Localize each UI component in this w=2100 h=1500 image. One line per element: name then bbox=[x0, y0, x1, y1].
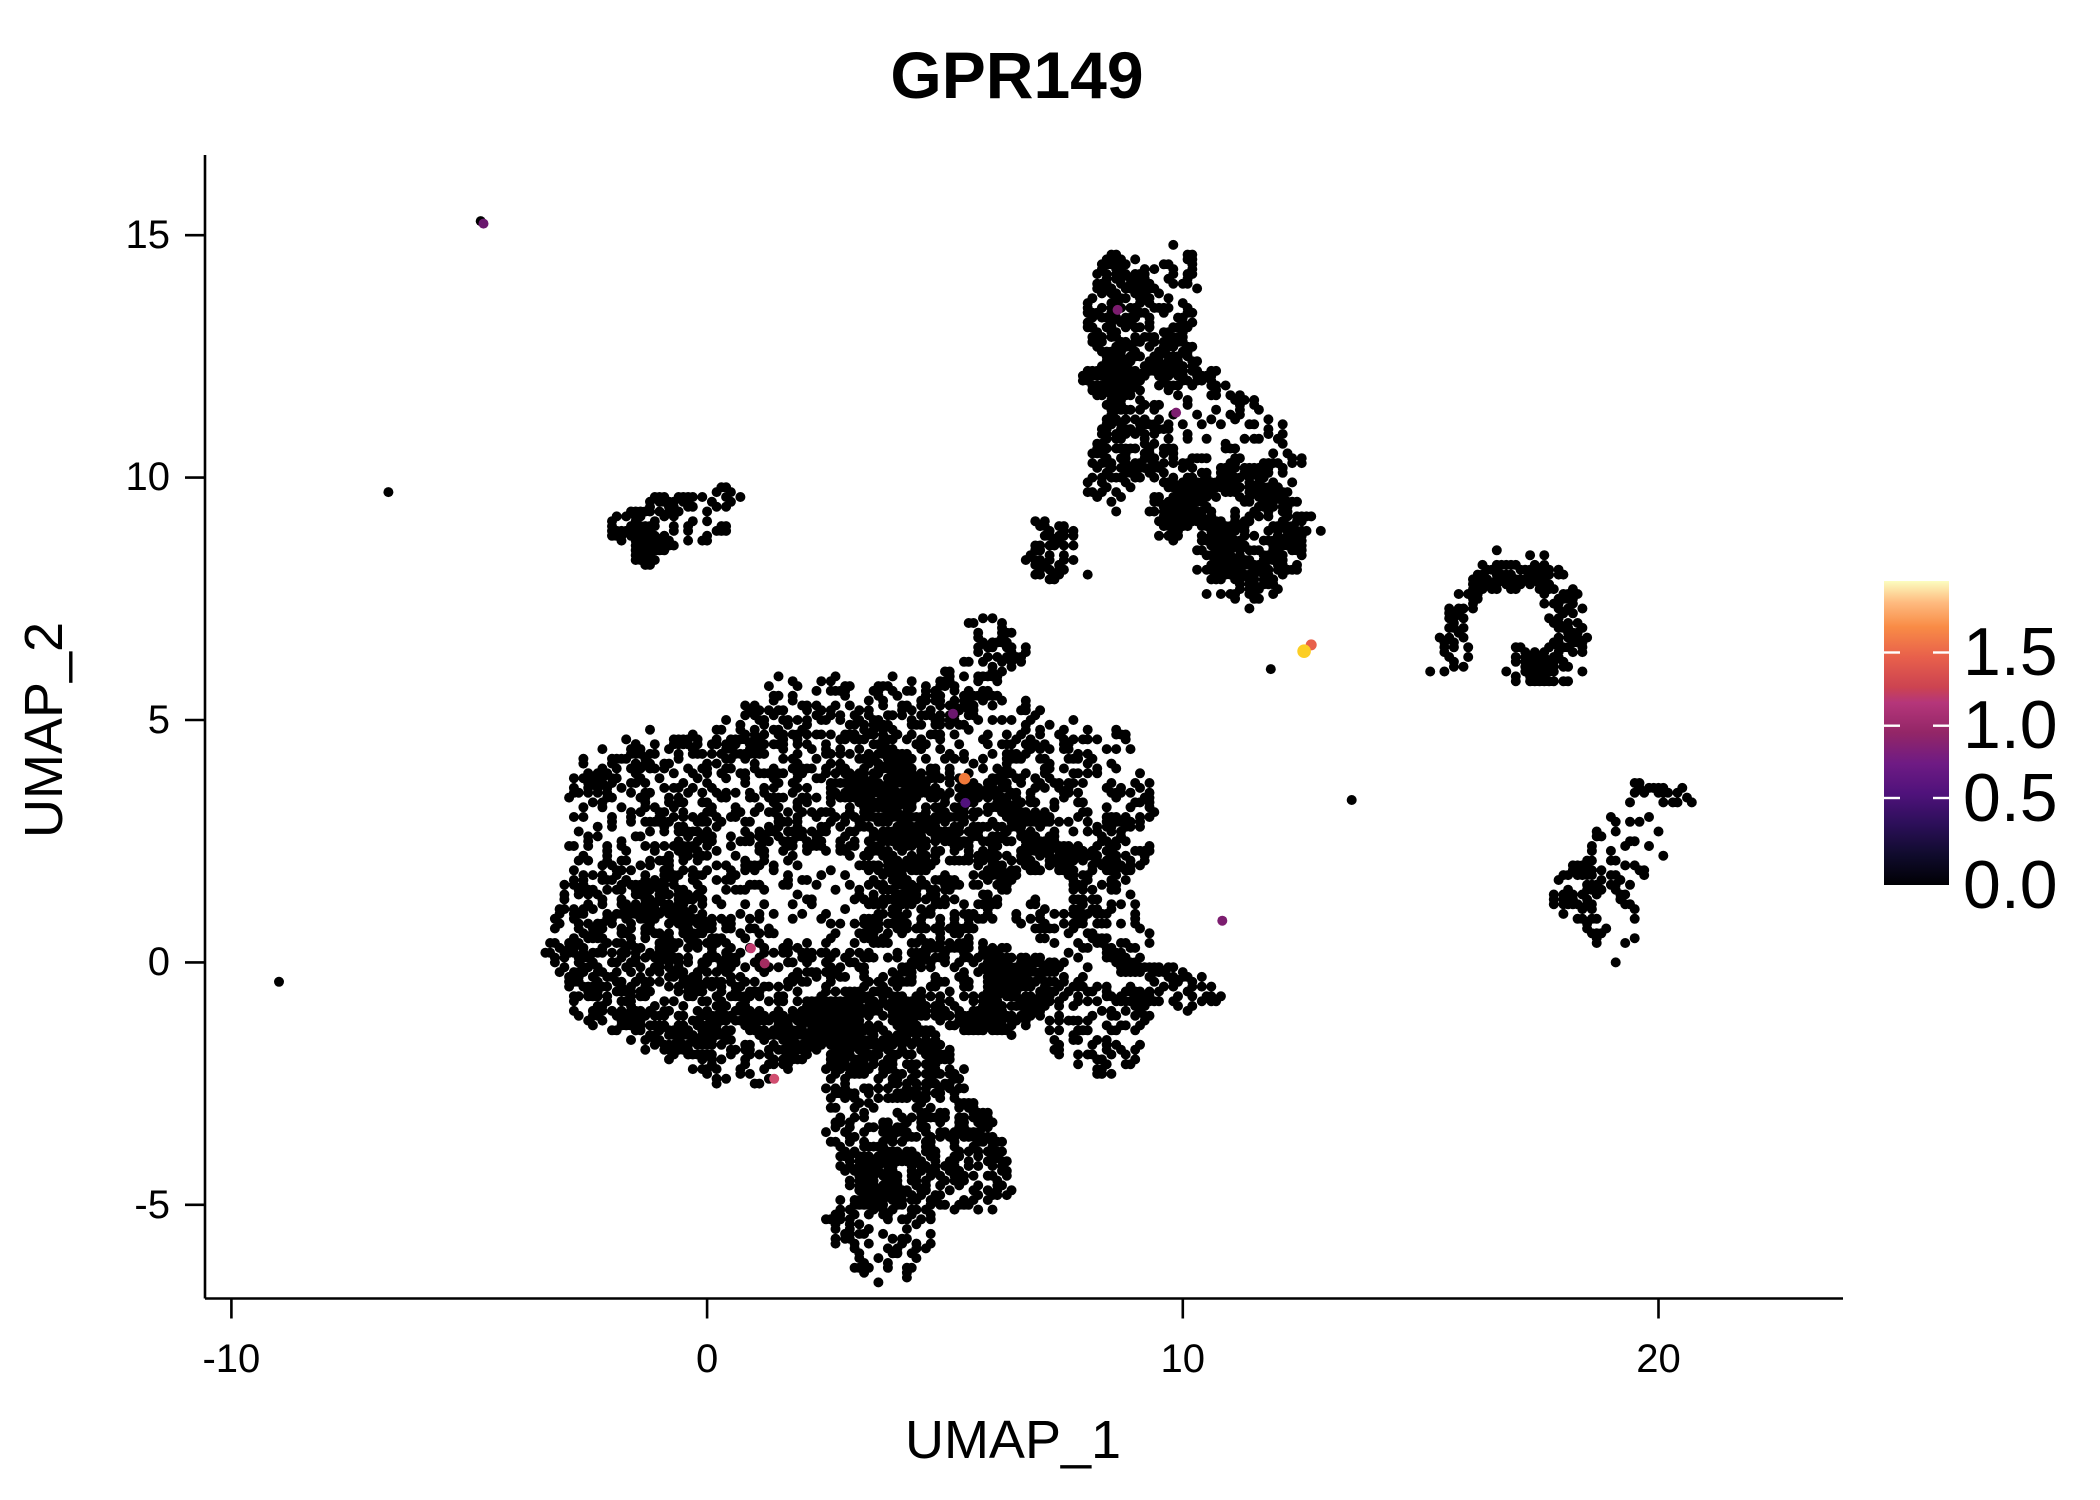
svg-text:-5: -5 bbox=[134, 1183, 170, 1227]
svg-text:15: 15 bbox=[126, 213, 171, 257]
svg-text:UMAP_1: UMAP_1 bbox=[905, 1410, 1121, 1470]
svg-text:1.0: 1.0 bbox=[1963, 687, 2058, 763]
svg-text:0: 0 bbox=[696, 1337, 718, 1381]
svg-text:5: 5 bbox=[148, 698, 170, 742]
svg-text:0: 0 bbox=[148, 940, 170, 984]
svg-text:20: 20 bbox=[1636, 1337, 1681, 1381]
svg-text:0.5: 0.5 bbox=[1963, 760, 2058, 836]
svg-text:10: 10 bbox=[126, 455, 171, 499]
svg-text:GPR149: GPR149 bbox=[890, 38, 1143, 112]
svg-text:1.5: 1.5 bbox=[1963, 614, 2058, 690]
svg-text:-10: -10 bbox=[202, 1337, 260, 1381]
svg-text:0.0: 0.0 bbox=[1963, 847, 2058, 923]
svg-text:UMAP_2: UMAP_2 bbox=[14, 622, 74, 838]
svg-text:10: 10 bbox=[1161, 1337, 1206, 1381]
